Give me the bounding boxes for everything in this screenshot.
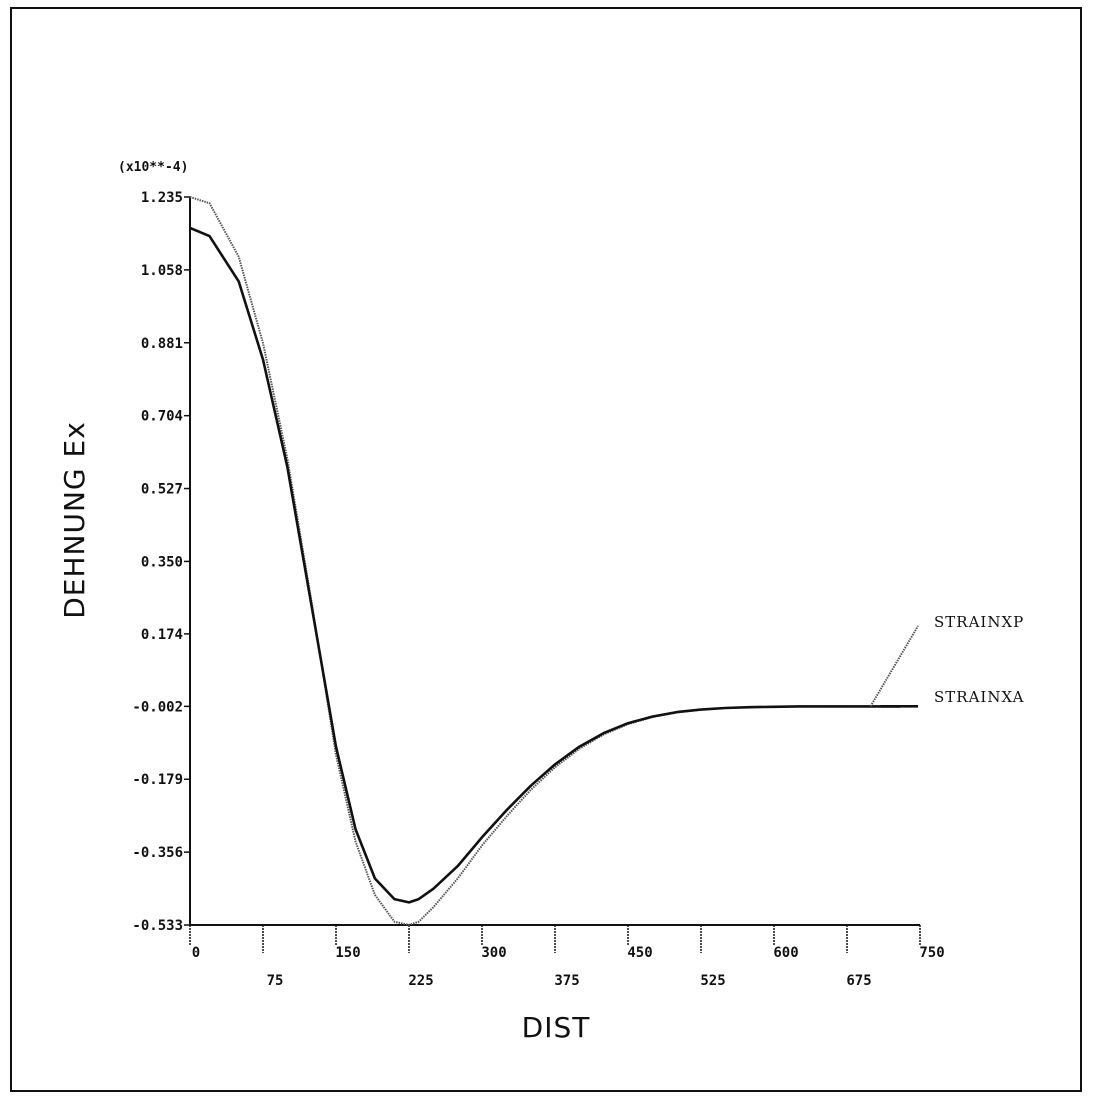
x-axis-title: DIST — [522, 1011, 591, 1044]
y-tick-label: 0.174 — [141, 627, 183, 643]
series-line-strainxp — [189, 196, 901, 926]
series-line-strainxa — [189, 226, 901, 904]
y-axis-title: DEHNUNG Ex — [58, 421, 91, 619]
x-tick-label: 75 — [267, 973, 284, 989]
x-tick-group: 0 75 150 225 300 375 450 525 600 675 750 — [189, 925, 945, 989]
chart-axes — [189, 197, 920, 926]
legend-label-strainxp: STRAINXP — [934, 613, 1024, 631]
chart-frame — [10, 7, 1082, 1092]
y-tick-label: 0.704 — [141, 409, 183, 425]
y-tick-label: 1.058 — [141, 263, 183, 279]
y-tick-label: -0.356 — [132, 845, 183, 861]
y-tick-label: -0.002 — [132, 699, 183, 715]
y-tick-group: 1.235 1.058 0.881 0.704 0.527 0.350 0.174 -0.00… — [132, 190, 191, 934]
x-tick-label: 525 — [700, 973, 725, 989]
x-tick-label: 375 — [554, 973, 579, 989]
y-tick-label: -0.533 — [132, 918, 183, 934]
y-tick-label: 0.350 — [141, 554, 183, 570]
x-tick-label: 675 — [846, 973, 871, 989]
x-tick-label: 300 — [481, 945, 506, 961]
legend: STRAINXP STRAINXA — [869, 613, 1024, 708]
x-tick-label: 750 — [919, 945, 944, 961]
x-tick-label: 150 — [335, 945, 360, 961]
series-group — [189, 196, 901, 926]
legend-leader-strainxp — [869, 625, 919, 707]
x-tick-label: 600 — [773, 945, 798, 961]
legend-label-strainxa: STRAINXA — [934, 688, 1024, 706]
y-tick-label: 0.527 — [141, 482, 183, 498]
y-tick-label: 1.235 — [141, 190, 183, 206]
x-tick-label: 225 — [408, 973, 433, 989]
y-multiplier-label: (x10**-4) — [118, 160, 188, 175]
x-tick-label: 0 — [192, 945, 200, 961]
y-tick-label: -0.179 — [132, 772, 183, 788]
y-tick-label: 0.881 — [141, 336, 183, 352]
x-tick-label: 450 — [627, 945, 652, 961]
